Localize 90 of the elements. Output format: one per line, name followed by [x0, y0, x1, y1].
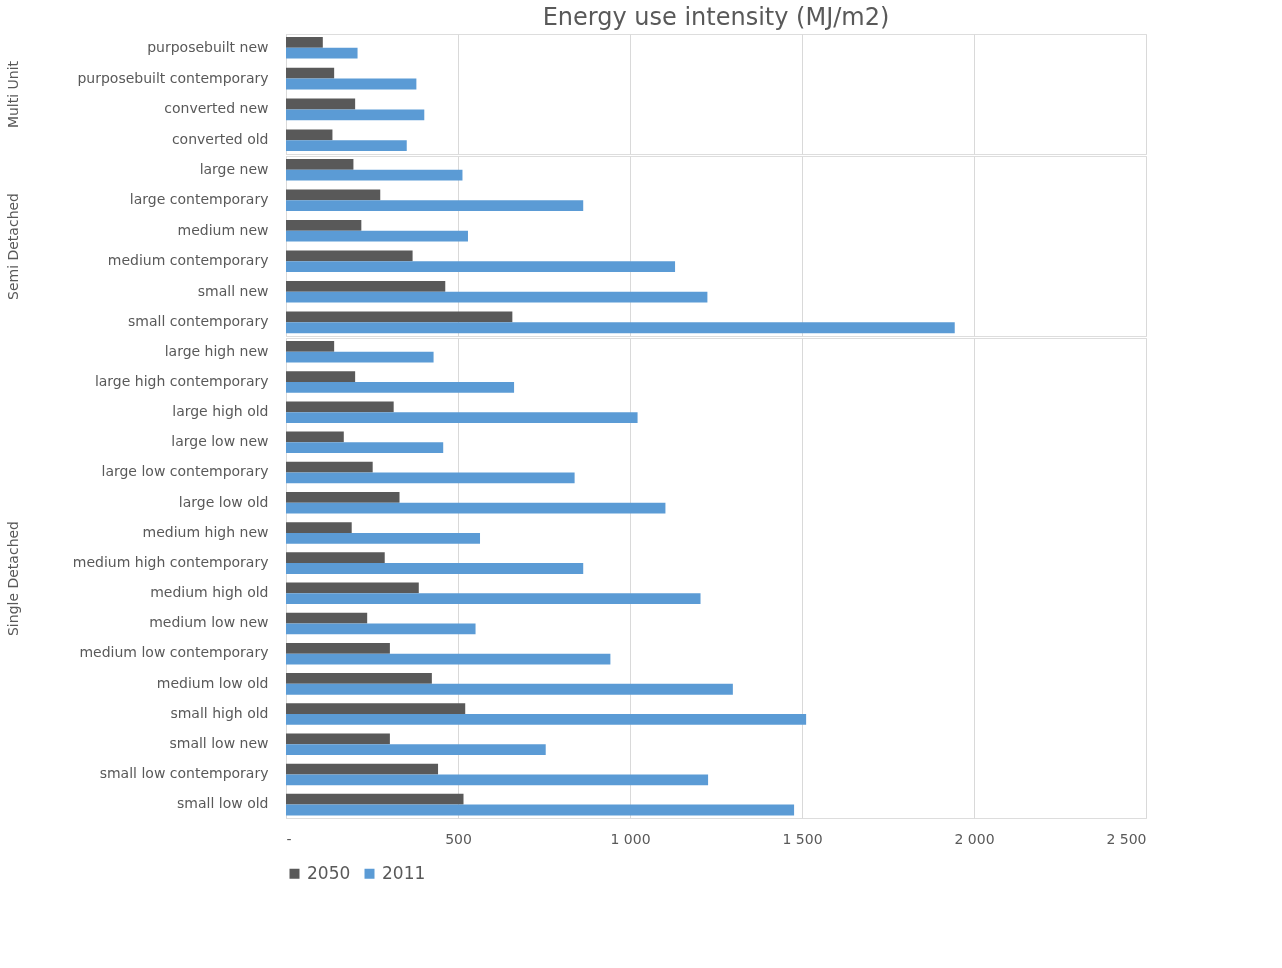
bar: [286, 522, 352, 533]
bar: [286, 159, 354, 170]
y-tick-label: small high old: [170, 704, 269, 721]
x-tick-label: 2 500: [1106, 830, 1147, 847]
bar: [286, 804, 795, 816]
bar: [286, 200, 584, 212]
bar: [286, 793, 464, 805]
y-axis-title: Single Detached: [4, 520, 21, 637]
bar: [286, 67, 335, 79]
y-tick-label: large high new: [164, 342, 269, 359]
bar: [286, 322, 955, 334]
bar: [286, 109, 425, 121]
bar: [286, 311, 513, 323]
bar: [286, 351, 434, 363]
y-tick-label: medium low new: [149, 614, 269, 631]
y-tick-label: medium contemporary: [107, 252, 269, 269]
y-tick-label: medium low old: [156, 674, 269, 691]
y-tick-label: medium low contemporary: [79, 644, 269, 661]
bar: [286, 47, 358, 59]
bar: [286, 653, 611, 665]
y-tick-label: purposebuilt new: [147, 38, 269, 55]
y-tick-label: large high old: [172, 402, 269, 419]
y-tick-label: medium high old: [150, 584, 269, 601]
bar: [286, 582, 419, 594]
bar: [286, 140, 407, 151]
bar: [286, 412, 638, 423]
bar: [286, 593, 701, 605]
bar: [286, 744, 546, 756]
y-tick-label: medium high contemporary: [72, 553, 269, 570]
bar: [286, 461, 373, 473]
bar: [286, 431, 344, 443]
bar: [286, 291, 708, 303]
y-tick-label: medium high new: [142, 523, 269, 540]
bar: [286, 703, 466, 715]
y-tick-label: large new: [199, 160, 269, 177]
y-tick-label: small low new: [169, 735, 269, 752]
bar: [286, 442, 444, 454]
y-tick-label: purposebuilt contemporary: [77, 69, 269, 86]
bar: [286, 189, 381, 201]
bar: [286, 341, 335, 352]
y-tick-label: small new: [197, 282, 269, 299]
bar: [286, 381, 515, 393]
bar: [286, 78, 417, 90]
x-tick-label: 1 500: [782, 830, 823, 847]
bar: [286, 129, 333, 141]
bar: [286, 763, 439, 775]
bar: [286, 281, 446, 292]
y-tick-label: large contemporary: [129, 191, 269, 208]
chart-title: Energy use intensity (MJ/m2): [542, 3, 890, 31]
bar: [286, 683, 733, 695]
bar: [286, 502, 666, 514]
y-tick-label: converted new: [164, 100, 269, 117]
bar: [286, 673, 432, 684]
x-tick-label: 2 000: [954, 830, 995, 847]
x-tick-label: 1 000: [610, 830, 651, 847]
bar: [286, 371, 356, 382]
bar: [286, 623, 476, 635]
bar: [286, 563, 584, 574]
bar: [286, 169, 463, 181]
y-tick-label: small low old: [177, 795, 269, 812]
y-axis-title: Multi Unit: [4, 60, 21, 129]
legend-label: 2011: [382, 862, 426, 883]
bar: [286, 774, 709, 786]
bar: [286, 98, 356, 110]
x-tick-label: -: [286, 830, 292, 847]
x-tick-label: 500: [445, 830, 472, 847]
legend-label: 2050: [307, 862, 351, 883]
bar: [286, 37, 323, 48]
bar: [286, 552, 385, 564]
bar: [286, 220, 362, 231]
bar: [286, 230, 468, 242]
bar: [286, 714, 807, 725]
bar: [286, 642, 390, 654]
y-tick-label: small contemporary: [128, 313, 269, 330]
bar: [286, 261, 676, 273]
y-tick-label: large high contemporary: [94, 372, 269, 389]
bar: [286, 250, 413, 262]
bar: [286, 491, 400, 503]
y-tick-label: converted old: [171, 131, 269, 148]
bar: [286, 612, 368, 624]
y-tick-label: large low old: [178, 493, 269, 510]
bar: [286, 532, 481, 544]
bar: [286, 733, 390, 745]
y-axis-title: Semi Detached: [4, 192, 21, 301]
bar: [286, 472, 575, 484]
y-tick-label: large low contemporary: [101, 463, 269, 480]
y-tick-label: large low new: [171, 433, 269, 450]
y-tick-label: medium new: [177, 221, 269, 238]
bar: [286, 401, 394, 413]
y-tick-label: small low contemporary: [99, 765, 269, 782]
